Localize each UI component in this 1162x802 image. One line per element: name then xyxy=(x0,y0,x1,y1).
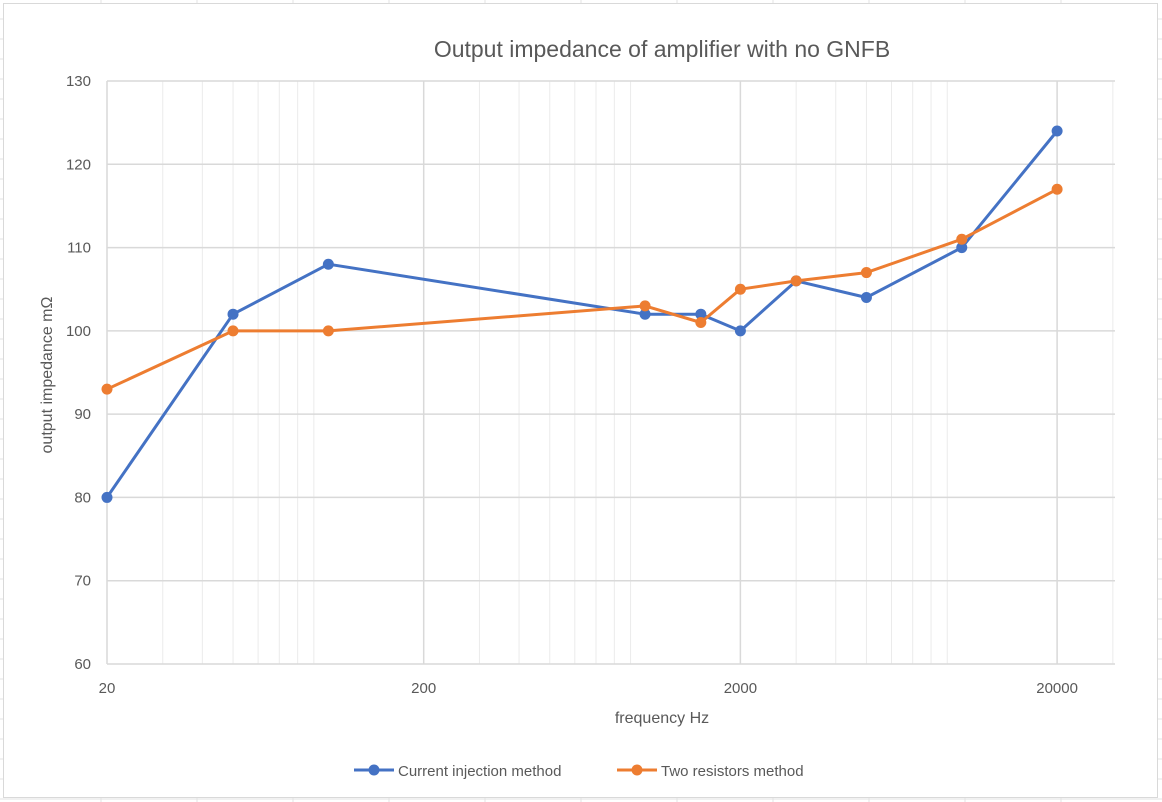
legend-marker-swatch xyxy=(631,764,643,776)
y-tick-label: 120 xyxy=(66,156,91,173)
data-point xyxy=(101,383,113,395)
series-line xyxy=(106,187,1058,391)
data-point xyxy=(695,317,707,329)
chart-title: Output impedance of amplifier with no GN… xyxy=(434,36,890,62)
line-chart: Output impedance of amplifier with no GN… xyxy=(39,36,1115,780)
gridlines xyxy=(106,80,1115,665)
data-point xyxy=(860,267,872,279)
x-axis-tick-labels: 20 200 2000 20000 xyxy=(99,680,1078,697)
y-tick-label: 80 xyxy=(74,489,91,506)
data-point xyxy=(639,300,651,312)
y-tick-label: 130 xyxy=(66,73,91,90)
legend-marker-swatch xyxy=(368,764,380,776)
data-point xyxy=(639,308,651,320)
series-1 xyxy=(101,125,1063,503)
data-point xyxy=(956,242,968,254)
x-tick-label: 2000 xyxy=(724,680,757,697)
data-point xyxy=(1051,183,1063,195)
y-axis-title: output impedance mΩ xyxy=(39,296,56,453)
x-tick-label: 200 xyxy=(411,680,436,697)
legend: Current injection method Two resistors me… xyxy=(354,763,804,780)
chart-area[interactable]: Output impedance of amplifier with no GN… xyxy=(3,3,1158,798)
data-point xyxy=(101,491,113,503)
series-line xyxy=(105,130,1059,499)
legend-item: Two resistors method xyxy=(617,763,804,780)
data-point xyxy=(227,325,239,337)
series-2 xyxy=(101,183,1063,395)
legend-label: Current injection method xyxy=(398,763,561,780)
legend-item: Current injection method xyxy=(354,763,561,780)
y-tick-label: 70 xyxy=(74,573,91,590)
data-point xyxy=(1051,125,1063,137)
data-point xyxy=(734,325,746,337)
legend-label: Two resistors method xyxy=(661,763,804,780)
x-tick-label: 20 xyxy=(99,680,116,697)
data-point xyxy=(322,258,334,270)
y-tick-label: 100 xyxy=(66,323,91,340)
data-point xyxy=(734,283,746,295)
y-tick-label: 90 xyxy=(74,406,91,423)
y-axis-tick-labels: 60 70 80 90 100 110 120 130 xyxy=(66,73,91,673)
data-point xyxy=(227,308,239,320)
x-axis-title: frequency Hz xyxy=(615,710,709,727)
data-point xyxy=(322,325,334,337)
data-point xyxy=(790,275,802,287)
data-point xyxy=(956,233,968,245)
data-point xyxy=(695,308,707,320)
y-tick-label: 110 xyxy=(67,240,91,257)
y-tick-label: 60 xyxy=(74,656,91,673)
data-series xyxy=(101,125,1063,503)
x-tick-label: 20000 xyxy=(1036,680,1078,697)
data-point xyxy=(860,292,872,304)
